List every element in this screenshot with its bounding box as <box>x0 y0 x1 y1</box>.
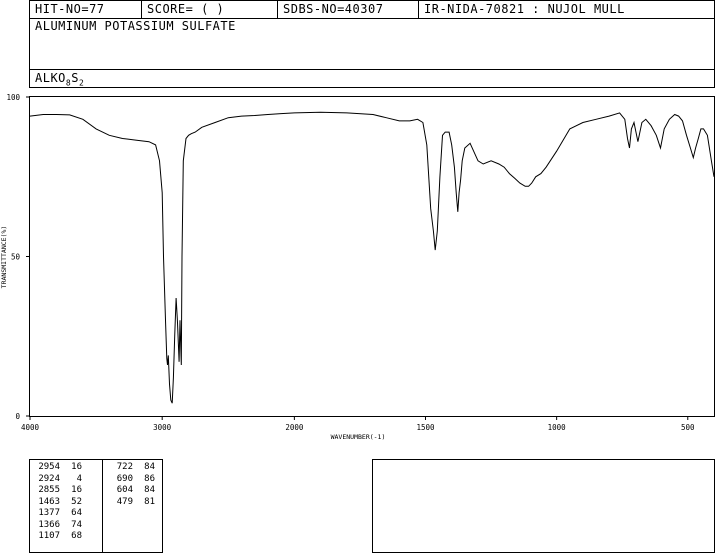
score: SCORE= ( ) <box>147 2 225 16</box>
header-divider <box>418 1 419 18</box>
y-tick-label: 100 <box>6 93 20 102</box>
peak-wavenumber: 1377 <box>38 508 60 518</box>
peak-intensity: 64 <box>71 508 82 518</box>
y-tick-label: 50 <box>11 253 21 262</box>
peak-wavenumber: 722 <box>116 462 133 472</box>
peak-wavenumber: 1463 <box>38 496 60 507</box>
peak-table-divider <box>102 460 103 552</box>
plot-frame <box>29 96 715 417</box>
x-axis-label: WAVENUMBER(-1) <box>331 433 386 441</box>
peak-intensity: 81 <box>144 496 155 507</box>
compound-name: ALUMINUM POTASSIUM SULFATE <box>35 19 236 33</box>
peak-wavenumber: 2924 <box>38 473 60 484</box>
peak-row: 1107 68 <box>30 531 82 543</box>
sdbs-number: SDBS-NO=40307 <box>283 2 384 16</box>
formula-subscript: 8 <box>65 78 72 88</box>
peak-wavenumber: 1107 <box>38 531 60 541</box>
formula-subscript: 2 <box>78 78 85 88</box>
peak-row: 479 81 <box>103 497 155 509</box>
peak-row: 690 86 <box>103 474 155 486</box>
y-axis-label: TRANSMITTANCE(%) <box>0 226 8 289</box>
header-divider <box>277 1 278 18</box>
peak-row: 2924 4 <box>30 474 82 486</box>
x-axis-ticks: 4000 3000 2000 1500 1000 500 <box>21 416 695 432</box>
peak-wavenumber: 2954 <box>38 462 60 472</box>
peak-row: 2954 16 <box>30 462 82 474</box>
x-tick-label: 500 <box>681 423 695 432</box>
peak-intensity: 84 <box>144 462 155 472</box>
peak-intensity: 86 <box>144 473 155 484</box>
peak-row: 722 84 <box>103 462 155 474</box>
formula-rule <box>30 69 714 70</box>
structure-box <box>372 459 715 553</box>
ir-info: IR-NIDA-70821 : NUJOL MULL <box>424 2 625 16</box>
peak-row: 1463 52 <box>30 497 82 509</box>
x-tick-label: 2000 <box>285 423 304 432</box>
peak-row: 604 84 <box>103 485 155 497</box>
peak-row: 2855 16 <box>30 485 82 497</box>
peak-intensity: 74 <box>71 519 82 530</box>
molecular-formula: ALKO8S2 <box>35 71 84 87</box>
x-tick-label: 1000 <box>548 423 567 432</box>
peak-wavenumber: 2855 <box>38 485 60 495</box>
peak-intensity: 16 <box>71 485 82 495</box>
hit-number: HIT-NO=77 <box>35 2 105 16</box>
formula-part: ALKO <box>35 71 66 85</box>
x-tick-label: 1500 <box>416 423 435 432</box>
header-divider <box>141 1 142 18</box>
x-tick-label: 4000 <box>21 423 40 432</box>
peak-intensity: 16 <box>71 462 82 472</box>
peak-row: 1377 64 <box>30 508 82 520</box>
peak-intensity: 84 <box>144 485 155 495</box>
spectrum-line <box>29 111 715 404</box>
header-table: HIT-NO=77 SCORE= ( ) SDBS-NO=40307 IR-NI… <box>29 0 715 88</box>
peak-intensity: 52 <box>71 496 82 507</box>
peak-wavenumber: 479 <box>116 496 133 507</box>
peak-wavenumber: 1366 <box>38 519 60 530</box>
peak-intensity: 68 <box>71 531 82 541</box>
x-tick-label: 3000 <box>153 423 172 432</box>
peak-wavenumber: 690 <box>116 473 133 484</box>
header-rule <box>30 18 714 19</box>
y-tick-label: 0 <box>15 412 20 421</box>
formula-part: S <box>71 71 79 85</box>
peak-row: 1366 74 <box>30 520 82 532</box>
peak-column: 722 84 690 86 604 84 479 81 <box>103 462 155 508</box>
peak-column: 2954 16 2924 4 2855 16 1463 52 1377 64 1366 74 1107 6… <box>30 462 82 543</box>
peak-table: 2954 16 2924 4 2855 16 1463 52 1377 64 1366 74 1107 6… <box>29 459 163 553</box>
peak-intensity: 4 <box>76 473 82 484</box>
peak-wavenumber: 604 <box>116 485 133 495</box>
y-axis-ticks: 100 50 0 <box>6 93 30 421</box>
